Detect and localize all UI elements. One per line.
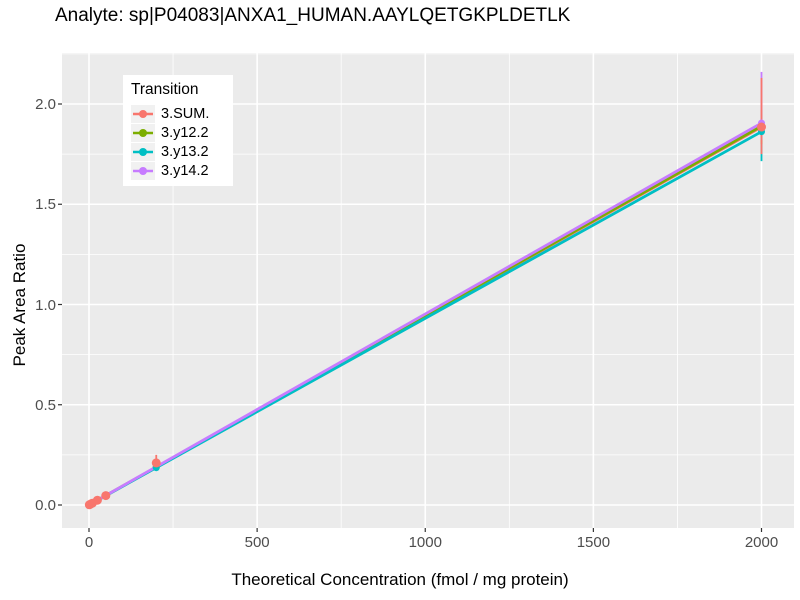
- data-point-3.SUM.: [92, 495, 102, 505]
- legend-key-pointrange-icon: [131, 123, 155, 142]
- y-tick-label: 0.0: [35, 497, 56, 514]
- x-tick-label: 1000: [408, 534, 442, 551]
- legend-label: 3.y12.2: [161, 124, 209, 141]
- y-tick-label: 2.0: [35, 96, 56, 113]
- x-axis-title: Theoretical Concentration (fmol / mg pro…: [231, 570, 569, 589]
- legend-entries: 3.SUM. 3.y12.2 3.y13.2 3.y14.2: [131, 104, 225, 180]
- y-tick-label: 1.5: [35, 196, 56, 214]
- legend-entry: 3.y14.2: [131, 161, 225, 180]
- series-line-3.y14.2: [87, 121, 763, 507]
- x-tick-label: 500: [244, 534, 270, 551]
- legend-key-pointrange-icon: [131, 104, 155, 123]
- legend-title: Transition: [131, 81, 199, 98]
- legend-entry: 3.SUM.: [131, 104, 225, 123]
- legend: Transition 3.SUM. 3.y12.2 3.y13.2 3.y14.2: [123, 75, 233, 186]
- x-tick-label: 2000: [744, 534, 779, 551]
- plot-title: Analyte: sp|P04083|ANXA1_HUMAN.AAYLQETGK…: [55, 5, 571, 26]
- legend-key-pointrange-icon: [131, 142, 155, 161]
- legend-label: 3.y14.2: [161, 162, 209, 179]
- legend-entry: 3.y13.2: [131, 142, 225, 161]
- data-point-3.SUM.: [151, 458, 161, 468]
- y-tick-label: 1.0: [35, 296, 56, 314]
- legend-label: 3.SUM.: [161, 105, 210, 122]
- data-point-3.SUM.: [101, 491, 111, 501]
- data-point-3.SUM.: [757, 122, 766, 132]
- y-tick-label: 0.5: [35, 396, 56, 414]
- x-tick-label: 1500: [576, 534, 611, 551]
- x-tick-label: 0: [84, 534, 94, 551]
- legend-key-pointrange-icon: [131, 161, 155, 180]
- y-axis-title: Peak Area Ratio: [10, 243, 29, 367]
- legend-entry: 3.y12.2: [131, 123, 225, 142]
- legend-label: 3.y13.2: [161, 143, 209, 160]
